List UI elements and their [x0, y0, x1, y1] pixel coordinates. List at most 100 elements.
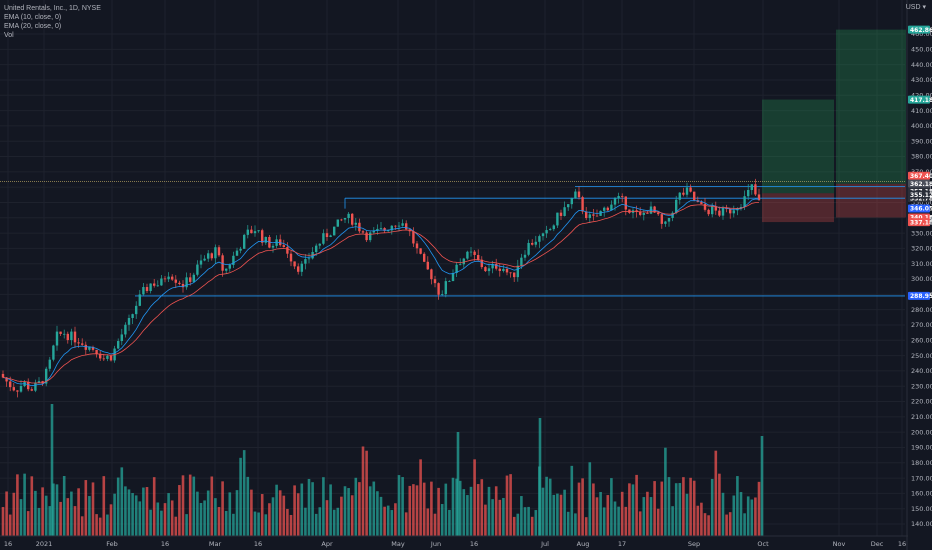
candle-body	[289, 253, 293, 262]
volume-bar	[703, 513, 707, 536]
candle-body	[27, 381, 30, 390]
volume-bar	[149, 509, 152, 536]
candle-body	[221, 255, 224, 271]
volume-bar	[170, 500, 174, 536]
volume-label[interactable]: Vol	[4, 32, 14, 39]
volume-bar	[480, 479, 484, 536]
candle-body	[588, 214, 591, 219]
y-tick-label: 380.00	[911, 153, 932, 161]
candle-body	[30, 389, 33, 391]
x-tick-label: 16	[898, 540, 906, 548]
chart-grid	[0, 0, 905, 536]
candle-body	[617, 195, 620, 199]
volume-bar	[448, 509, 451, 536]
candle-body	[657, 212, 660, 215]
volume-bar	[754, 497, 757, 536]
volume-bar	[340, 496, 343, 536]
candle-body	[592, 214, 595, 216]
volume-bar	[19, 499, 23, 536]
volume-bar	[210, 476, 214, 536]
candle-body	[383, 228, 386, 231]
volume-bar	[559, 494, 563, 536]
volume-bar	[246, 476, 250, 536]
volume-bar	[185, 514, 188, 536]
volume-bar	[268, 503, 271, 536]
volume-bar	[178, 485, 181, 536]
candle-body	[167, 276, 170, 280]
volume-bar	[70, 491, 73, 536]
volume-bar	[361, 446, 365, 536]
volume-bar	[41, 487, 44, 536]
candle-body	[430, 269, 433, 280]
ema10-line	[2, 198, 760, 387]
candle-body	[606, 207, 609, 211]
volume-bar	[358, 482, 361, 536]
position-tool-boxes	[762, 29, 906, 223]
volume-bar	[383, 506, 386, 536]
ema10-label[interactable]: EMA (10, close, 0)	[4, 14, 62, 21]
volume-bar	[88, 496, 91, 536]
candle-body	[441, 294, 444, 295]
candle-body	[109, 355, 113, 361]
candle-body	[585, 211, 588, 219]
candle-body	[675, 199, 678, 213]
volume-bar	[44, 495, 48, 536]
candle-body	[639, 211, 642, 215]
volume-bar	[430, 481, 433, 536]
candle-body	[466, 251, 469, 259]
currency-label[interactable]: USD ▾	[905, 4, 926, 11]
volume-bar	[422, 482, 426, 536]
price-tag-bg	[908, 291, 930, 300]
candle-body	[203, 258, 206, 261]
candle-body	[444, 281, 447, 295]
volume-bar	[242, 450, 246, 536]
symbol-label[interactable]: United Rentals, Inc., 1D, NYSE	[4, 5, 101, 12]
volume-bar	[271, 497, 275, 536]
volume-bar	[113, 493, 116, 536]
x-tick-label: Oct	[757, 540, 769, 548]
candle-body	[624, 196, 627, 210]
volume-bar	[401, 477, 404, 536]
candle-body	[682, 192, 685, 195]
candle-body	[405, 223, 408, 230]
candle-body	[685, 187, 689, 195]
volume-bar	[642, 497, 646, 536]
candle-body	[178, 282, 181, 284]
volume-bar	[322, 477, 325, 536]
candle-body	[225, 268, 228, 271]
candle-body	[16, 390, 19, 392]
profit-zone	[762, 99, 834, 194]
candle-body	[531, 242, 534, 245]
candle-body	[480, 259, 483, 268]
candle-body	[217, 247, 221, 256]
candle-body	[559, 212, 563, 216]
volume-bar	[494, 486, 498, 536]
volume-bar	[379, 496, 383, 536]
candle-body	[41, 381, 44, 384]
volume-bar	[653, 481, 656, 536]
volume-bar	[293, 485, 296, 536]
y-tick-label: 210.00	[911, 413, 932, 421]
candle-body	[243, 234, 246, 249]
volume-bar	[77, 488, 80, 536]
candle-body	[664, 221, 667, 224]
y-tick-label: 220.00	[911, 398, 932, 406]
candle-body	[491, 264, 494, 269]
volume-bar	[95, 514, 98, 536]
candle-body	[70, 331, 73, 341]
volume-bar	[131, 493, 134, 536]
candle-body	[729, 209, 732, 214]
volume-bar	[80, 516, 84, 536]
candle-body	[552, 225, 555, 230]
candle-body	[660, 214, 663, 224]
candle-body	[390, 225, 393, 231]
x-tick-label: 16	[470, 540, 478, 548]
volume-bar	[91, 482, 95, 536]
volume-bar	[235, 490, 239, 536]
volume-bar	[106, 514, 109, 536]
candle-body	[419, 248, 422, 254]
volume-bar	[606, 495, 610, 536]
ema20-label[interactable]: EMA (20, close, 0)	[4, 23, 62, 30]
candle-body	[502, 268, 505, 271]
